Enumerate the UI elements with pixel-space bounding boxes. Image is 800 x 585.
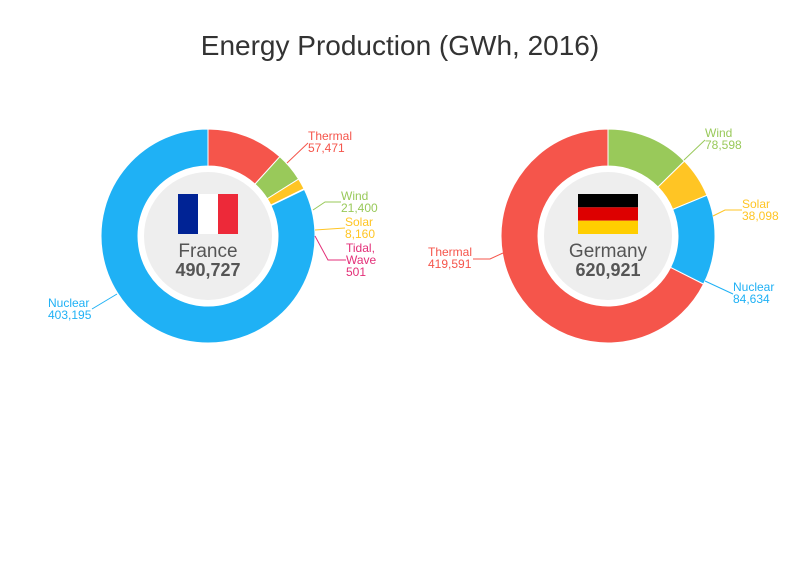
slice-category: Wind [341,189,368,203]
label-leader-line [712,209,742,217]
label-leader-line [704,280,734,295]
slice-value: 38,098 [742,209,779,223]
france-flag [178,194,238,234]
slice-value: 21,400 [341,201,378,215]
label-leader-line [314,227,346,231]
slice-label-wind: Wind 78,598 [705,126,742,152]
slice-category: Solar [742,197,770,211]
slice-category: Solar [345,215,373,229]
slice-label-wind: Wind 21,400 [341,189,378,215]
center-total: 490,727 [175,260,240,280]
slice-label-thermal: Thermal 419,591 [428,245,472,271]
label-leader-line [312,201,341,211]
slice-value: 8,160 [345,227,375,241]
chart-title: Energy Production (GWh, 2016) [200,30,600,61]
slice-label-nuclear: Nuclear 84,634 [733,280,774,306]
slice-value: 78,598 [705,138,742,152]
center-disc [144,172,272,300]
center-country-name: Germany [569,241,648,262]
germany-flag [578,194,638,234]
center-total: 620,921 [575,260,640,280]
slice-value: 57,471 [308,141,345,155]
slice-category: Nuclear [48,296,89,310]
slice-label-solar: Solar 38,098 [742,197,779,223]
slice-category: Tidal, [346,241,375,255]
slice-category: Wind [705,126,732,140]
label-leader-line [91,293,118,310]
label-leader-line [683,139,706,161]
slice-label-nuclear: Nuclear 403,195 [48,296,92,322]
slice-category: Thermal [308,129,352,143]
slice-category: Thermal [428,245,472,259]
slice-value: 403,195 [48,308,92,322]
center-disc [544,172,672,300]
slice-label-thermal: Thermal 57,471 [308,129,352,155]
center-country-name: France [178,241,237,262]
label-leader-line [286,142,309,164]
slice-value: 419,591 [428,257,472,271]
slice-value: 84,634 [733,292,770,306]
slice-label-tidal-wave: Tidal, Wave 501 [346,241,377,279]
slice-category: Nuclear [733,280,774,294]
slice-value: 501 [346,265,366,279]
slice-label-solar: Solar 8,160 [345,215,375,241]
label-leader-line [314,235,346,261]
slice-category: Wave [346,253,377,267]
label-leader-line [473,252,504,260]
